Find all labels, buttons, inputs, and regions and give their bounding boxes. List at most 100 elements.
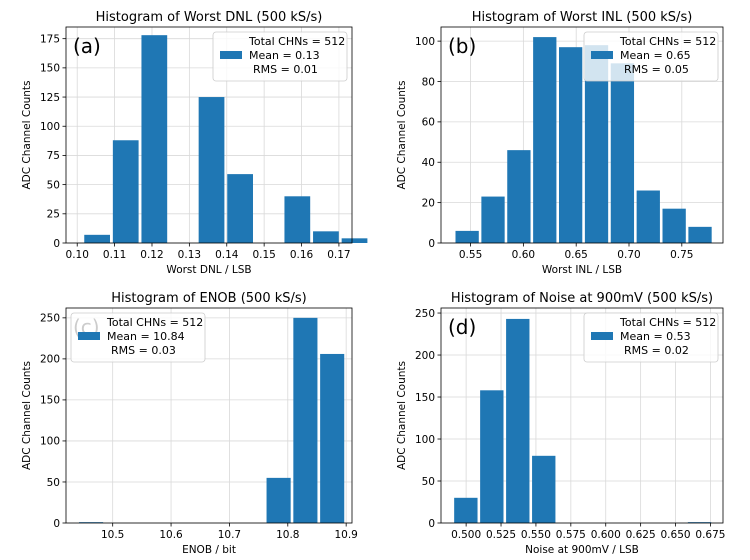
x-tick-label: 0.525 xyxy=(486,529,516,541)
y-tick-label: 200 xyxy=(415,350,435,362)
chart-title: Histogram of Worst DNL (500 kS/s) xyxy=(96,10,323,25)
histogram-bar xyxy=(227,174,253,243)
legend-rms: RMS = 0.03 xyxy=(111,344,176,357)
y-tick-label: 100 xyxy=(415,434,435,446)
legend-box xyxy=(212,31,348,82)
y-tick-label: 150 xyxy=(40,63,60,75)
histogram-bar xyxy=(284,196,311,243)
plot-frame xyxy=(65,26,353,244)
x-tick-label: 0.650 xyxy=(661,529,691,541)
legend-swatch xyxy=(591,51,613,59)
y-axis-label: ADC Channel Counts xyxy=(21,361,33,470)
legend-swatch xyxy=(220,51,242,59)
y-axis-label: ADC Channel Counts xyxy=(21,80,33,189)
x-tick-label: 0.600 xyxy=(591,529,621,541)
legend-series-name: Total CHNs = 512 xyxy=(248,35,345,48)
y-tick-label: 100 xyxy=(40,436,60,448)
legend-mean: Mean = 0.65 xyxy=(620,49,691,62)
histogram-bar xyxy=(533,37,557,243)
histogram-bar xyxy=(455,230,479,243)
x-tick-label: 0.11 xyxy=(103,249,126,261)
histogram-bar xyxy=(507,150,531,243)
y-tick-label: 250 xyxy=(415,308,435,320)
x-tick-label: 0.575 xyxy=(556,529,586,541)
histogram-bar xyxy=(584,45,609,243)
legend-swatch xyxy=(591,332,613,340)
histogram-bar xyxy=(688,226,712,243)
y-tick-label: 175 xyxy=(40,33,60,45)
x-tick-label: 0.55 xyxy=(459,249,482,261)
y-axis-label: ADC Channel Counts xyxy=(396,361,408,470)
x-tick-label: 0.16 xyxy=(290,249,314,261)
legend-mean: Mean = 0.13 xyxy=(249,49,320,62)
y-tick-label: 150 xyxy=(415,392,435,404)
histogram-bar xyxy=(112,140,139,243)
y-tick-label: 125 xyxy=(40,92,60,104)
y-tick-label: 50 xyxy=(47,179,60,191)
y-tick-label: 100 xyxy=(415,36,435,48)
x-axis-label: ENOB / bit xyxy=(182,544,236,556)
x-axis-label: Worst DNL / LSB xyxy=(166,264,251,276)
histogram-bar xyxy=(293,317,318,523)
histogram-bar xyxy=(341,238,368,243)
y-tick-label: 250 xyxy=(40,313,60,325)
legend-box xyxy=(70,312,206,363)
y-tick-label: 150 xyxy=(40,395,60,407)
histogram-bar xyxy=(198,97,225,244)
y-tick-label: 100 xyxy=(40,121,60,133)
x-tick-label: 0.550 xyxy=(521,529,551,541)
histogram-bar xyxy=(636,190,660,243)
x-tick-label: 0.13 xyxy=(178,249,201,261)
x-tick-label: 0.500 xyxy=(451,529,481,541)
legend-box xyxy=(583,31,719,82)
histogram-bar xyxy=(610,63,635,243)
y-tick-label: 0 xyxy=(428,238,435,250)
histogram-bar xyxy=(662,208,686,243)
x-tick-label: 0.625 xyxy=(626,529,656,541)
histogram-bar xyxy=(84,234,110,243)
x-tick-label: 0.12 xyxy=(140,249,163,261)
histogram-bar xyxy=(454,497,478,523)
y-tick-label: 0 xyxy=(53,238,60,250)
chart-title: Histogram of Worst INL (500 kS/s) xyxy=(472,10,693,25)
legend-mean: Mean = 10.84 xyxy=(107,330,185,343)
legend-rms: RMS = 0.01 xyxy=(253,63,318,76)
y-tick-label: 50 xyxy=(47,477,60,489)
histogram-bar xyxy=(320,353,345,523)
histogram-bar xyxy=(141,35,168,243)
y-tick-label: 0 xyxy=(428,518,435,530)
y-tick-label: 25 xyxy=(47,209,60,221)
x-tick-label: 0.60 xyxy=(512,249,535,261)
x-tick-label: 10.5 xyxy=(101,529,124,541)
histogram-bar xyxy=(481,196,505,243)
y-axis-label: ADC Channel Counts xyxy=(396,80,408,189)
panel-label: (a) xyxy=(73,34,101,58)
x-tick-label: 0.675 xyxy=(695,529,725,541)
x-tick-label: 0.10 xyxy=(66,249,89,261)
x-tick-label: 0.15 xyxy=(252,249,275,261)
x-tick-label: 0.14 xyxy=(215,249,239,261)
histogram-bar xyxy=(506,318,530,523)
plot-frame xyxy=(440,26,724,244)
histogram-bar xyxy=(266,477,291,523)
x-tick-label: 0.70 xyxy=(617,249,640,261)
chart-panel-3: 10.5 10.6 10.7 10.8 10.9 0 50 100 150 200 250 Histo… xyxy=(21,291,358,556)
y-tick-label: 80 xyxy=(422,76,435,88)
panel-label: (d) xyxy=(448,315,476,339)
y-tick-label: 0 xyxy=(53,518,60,530)
y-tick-label: 20 xyxy=(422,197,435,209)
legend-series-name: Total CHNs = 512 xyxy=(619,35,716,48)
x-tick-label: 0.75 xyxy=(670,249,693,261)
y-tick-label: 200 xyxy=(40,354,60,366)
y-tick-label: 40 xyxy=(422,157,435,169)
legend-swatch xyxy=(78,332,100,340)
y-tick-label: 50 xyxy=(422,476,435,488)
histogram-bar xyxy=(687,522,712,523)
plot-frame xyxy=(65,307,353,524)
legend-box xyxy=(583,312,719,363)
plot-frame xyxy=(440,307,724,524)
